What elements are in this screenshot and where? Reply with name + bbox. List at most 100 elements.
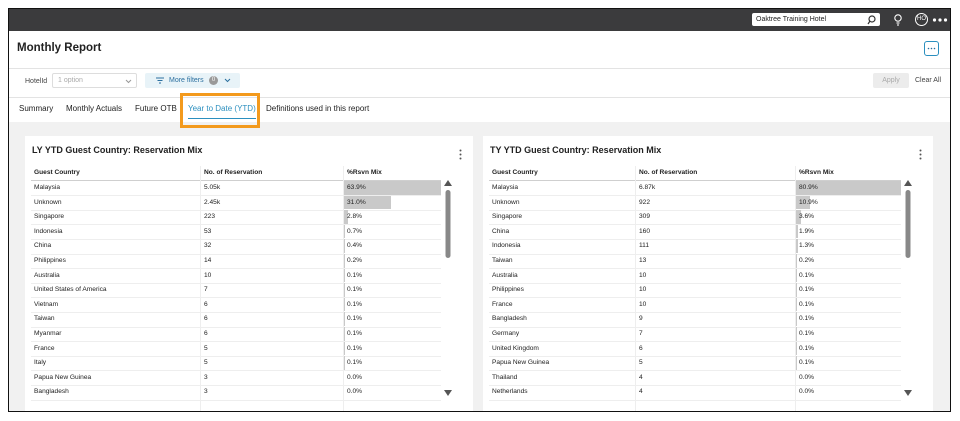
table-cell: Papua New Guinea bbox=[492, 359, 550, 367]
tab[interactable]: Future OTB bbox=[135, 104, 177, 113]
table-cell: 0.1% bbox=[347, 271, 363, 279]
column-header[interactable]: No. of Reservation bbox=[204, 169, 263, 176]
row-divider bbox=[489, 370, 901, 372]
table-cell: 0.1% bbox=[799, 271, 815, 279]
apply-button[interactable]: Apply bbox=[873, 73, 909, 88]
row-divider bbox=[31, 370, 441, 372]
row-divider bbox=[489, 195, 901, 197]
table-cell: 13 bbox=[639, 257, 647, 264]
table-cell: 53 bbox=[204, 227, 212, 235]
table-cell: 309 bbox=[639, 213, 651, 221]
table-cell: France bbox=[492, 300, 513, 308]
table-cell: Netherlands bbox=[492, 388, 528, 396]
tab[interactable]: Year to Date (YTD) bbox=[188, 104, 256, 119]
row-divider bbox=[489, 268, 901, 270]
clear-all-button[interactable]: Clear All bbox=[915, 77, 942, 84]
page-title: Monthly Report bbox=[17, 42, 102, 54]
row-divider bbox=[31, 384, 441, 386]
column-header[interactable]: Guest Country bbox=[492, 169, 538, 176]
table-cell: 3 bbox=[204, 388, 208, 396]
column-header[interactable]: %Rsvn Mix bbox=[347, 169, 382, 176]
tab[interactable]: Monthly Actuals bbox=[66, 104, 123, 113]
card-menu[interactable] bbox=[459, 147, 462, 165]
table-cell: 0.7% bbox=[347, 227, 363, 235]
table-cell: Philippines bbox=[34, 257, 66, 264]
row-divider bbox=[31, 209, 441, 211]
column-divider bbox=[635, 166, 636, 411]
table-cell: Australia bbox=[492, 271, 518, 279]
app-window: Oaktree Training Hotel HO Monthly Report… bbox=[8, 8, 951, 412]
header-divider bbox=[489, 180, 901, 181]
table-cell: 160 bbox=[639, 227, 651, 235]
more-icon[interactable] bbox=[932, 17, 948, 23]
row-divider bbox=[489, 384, 901, 386]
more-filters-button[interactable]: More filters 0 bbox=[145, 73, 240, 88]
tab[interactable]: Definitions used in this report bbox=[266, 104, 370, 113]
column-header[interactable]: %Rsvn Mix bbox=[799, 169, 834, 176]
row-divider bbox=[489, 355, 901, 357]
row-divider bbox=[489, 297, 901, 299]
row-divider bbox=[489, 311, 901, 313]
tab[interactable]: Summary bbox=[19, 104, 54, 113]
table-cell: Bangladesh bbox=[492, 315, 527, 323]
hotel-dropdown[interactable]: 1 option bbox=[52, 73, 137, 88]
data-bar bbox=[344, 224, 346, 239]
table-cell: Singapore bbox=[34, 213, 65, 221]
table-cell: 1.9% bbox=[799, 227, 815, 235]
card-title: TY YTD Guest Country: Reservation Mix bbox=[490, 145, 662, 155]
table-cell: 0.0% bbox=[347, 388, 363, 396]
menu-button[interactable] bbox=[924, 41, 939, 56]
data-bar bbox=[796, 210, 801, 224]
table-cell: 922 bbox=[639, 198, 651, 206]
table-card: LY YTD Guest Country: Reservation Mix Gue… bbox=[25, 136, 473, 411]
table-cell: 5 bbox=[204, 344, 208, 352]
dropdown-placeholder: 1 option bbox=[58, 77, 83, 84]
table-cell: Malaysia bbox=[492, 184, 519, 191]
table-cell: 6 bbox=[639, 344, 643, 352]
bulb-icon[interactable] bbox=[893, 13, 903, 27]
table-cell: 4 bbox=[639, 373, 643, 381]
scrollbar[interactable] bbox=[904, 180, 912, 400]
table-cell: 3 bbox=[204, 373, 208, 381]
scrollbar[interactable] bbox=[444, 180, 452, 400]
table-cell: 5.05k bbox=[204, 184, 221, 191]
table-cell: 0.1% bbox=[347, 286, 363, 294]
table-cell: 0.0% bbox=[347, 373, 363, 381]
top-bar: Oaktree Training Hotel HO bbox=[9, 9, 950, 31]
row-divider bbox=[489, 253, 901, 255]
table-cell: Germany bbox=[492, 330, 520, 337]
column-header[interactable]: No. of Reservation bbox=[639, 169, 698, 176]
table-cell: 0.1% bbox=[347, 359, 363, 367]
row-divider bbox=[489, 326, 901, 328]
table-cell: 7 bbox=[204, 286, 208, 294]
table-cell: 10 bbox=[639, 286, 647, 294]
table-cell: Indonesia bbox=[34, 227, 63, 235]
row-divider bbox=[489, 238, 901, 240]
table-cell: 14 bbox=[204, 257, 212, 264]
header-divider bbox=[31, 180, 441, 181]
row-divider bbox=[489, 224, 901, 226]
table-cell: 3.6% bbox=[799, 213, 815, 221]
table-cell: 6 bbox=[204, 300, 208, 308]
data-bar bbox=[344, 181, 441, 195]
user-avatar[interactable]: HO bbox=[915, 13, 928, 26]
table-cell: United Kingdom bbox=[492, 344, 539, 352]
hotel-search[interactable]: Oaktree Training Hotel bbox=[752, 13, 880, 26]
search-icon[interactable] bbox=[866, 14, 878, 26]
column-divider bbox=[795, 166, 796, 411]
table-cell: 6 bbox=[204, 330, 208, 337]
row-divider bbox=[31, 399, 441, 401]
table-cell: 1.3% bbox=[799, 242, 815, 250]
column-header[interactable]: Guest Country bbox=[34, 169, 80, 176]
card-menu[interactable] bbox=[919, 147, 922, 165]
table-cell: 31.0% bbox=[347, 198, 366, 206]
table: Guest Country No. of Reservation %Rsvn Mix… bbox=[31, 166, 441, 411]
table-cell: 4 bbox=[639, 388, 643, 396]
table-cell: Australia bbox=[34, 271, 60, 279]
data-bar bbox=[796, 224, 799, 239]
row-divider bbox=[31, 355, 441, 357]
row-divider bbox=[31, 253, 441, 255]
table-cell: 111 bbox=[639, 242, 650, 250]
table-cell: 63.9% bbox=[347, 184, 366, 191]
